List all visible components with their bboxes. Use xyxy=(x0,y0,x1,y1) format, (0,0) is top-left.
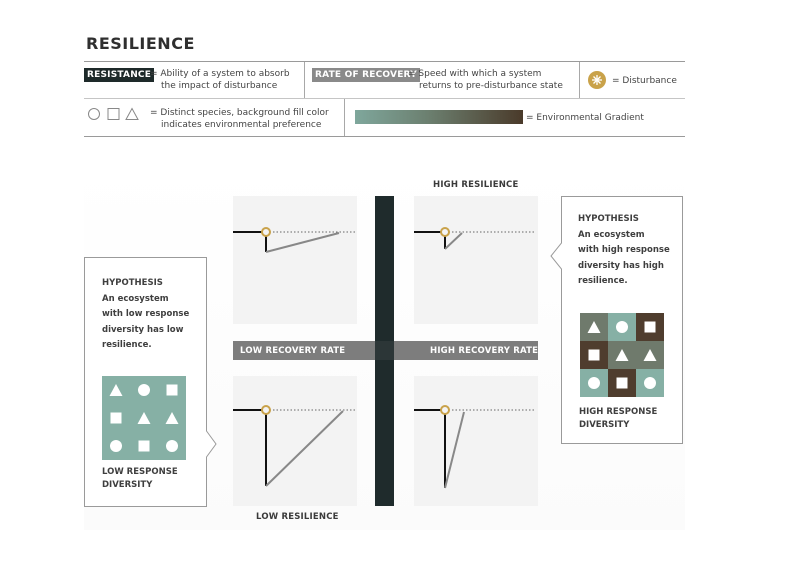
high-recovery-rate-label: HIGH RECOVERY RATE xyxy=(430,346,539,356)
square-icon xyxy=(166,384,178,396)
species-cell xyxy=(608,313,636,341)
species-cell xyxy=(102,404,130,432)
species-cell xyxy=(102,432,130,460)
left-hypothesis-line: An ecosystem xyxy=(102,293,169,304)
species-cell xyxy=(636,341,664,369)
right-caption-line2: DIVERSITY xyxy=(579,420,630,430)
circle-icon xyxy=(138,384,150,396)
curve-low-recovery-high-resistance xyxy=(233,227,355,253)
low-recovery-rate-label: LOW RECOVERY RATE xyxy=(240,346,346,356)
species-cell xyxy=(580,341,608,369)
species-cell xyxy=(102,376,130,404)
left-hypothesis-line: with low response xyxy=(102,309,190,319)
recovery-desc-line1: = Speed with which a system xyxy=(408,69,542,79)
circle-icon xyxy=(588,377,600,389)
species-cell xyxy=(608,341,636,369)
legend-divider-1 xyxy=(304,62,305,98)
triangle-icon xyxy=(587,321,601,333)
right-hypothesis-heading: HYPOTHESIS xyxy=(578,214,639,224)
species-cell xyxy=(158,404,186,432)
left-caption-line1: LOW RESPONSE xyxy=(102,467,178,477)
triangle-icon xyxy=(643,349,657,361)
recovery-desc-line2: returns to pre-disturbance state xyxy=(419,81,563,91)
left-hypothesis: HYPOTHESIS An ecosystem with low respons… xyxy=(102,276,212,354)
curve-high-recovery-high-resistance xyxy=(414,227,536,250)
panel-top-right xyxy=(414,196,538,324)
species-cell xyxy=(130,432,158,460)
right-hypothesis-line: diversity has high xyxy=(578,260,664,271)
left-hypothesis-line: diversity has low xyxy=(102,324,184,335)
triangle-icon xyxy=(109,384,123,396)
panel-bottom-right xyxy=(414,376,538,506)
low-resilience-label: LOW RESILIENCE xyxy=(256,512,339,522)
gradient-label: = Environmental Gradient xyxy=(526,113,644,123)
curve-high-recovery-low-resistance xyxy=(414,405,536,489)
left-caption: LOW RESPONSE DIVERSITY xyxy=(102,466,178,492)
species-cell xyxy=(608,369,636,397)
circle-icon xyxy=(616,321,628,333)
right-hypothesis-line: with high response xyxy=(578,245,670,255)
left-caption-line2: DIVERSITY xyxy=(102,480,153,490)
species-cell xyxy=(130,404,158,432)
axis-intersection xyxy=(375,341,394,360)
left-hypothesis-heading: HYPOTHESIS xyxy=(102,278,163,288)
square-icon xyxy=(644,321,656,333)
page-title: RESILIENCE xyxy=(86,34,195,53)
right-caption: HIGH RESPONSE DIVERSITY xyxy=(579,406,657,432)
high-diversity-species-grid xyxy=(580,313,664,397)
circle-icon xyxy=(166,440,178,452)
panel-top-left xyxy=(233,196,357,324)
environmental-gradient-bar xyxy=(355,110,523,124)
triangle-icon xyxy=(137,412,151,424)
resistance-desc-line1: = Ability of a system to absorb xyxy=(150,69,290,79)
low-diversity-species-grid xyxy=(102,376,186,460)
legend-mid-rule xyxy=(84,98,685,99)
right-hypothesis: HYPOTHESIS An ecosystem with high respon… xyxy=(578,212,682,290)
square-icon xyxy=(616,377,628,389)
species-cell xyxy=(580,369,608,397)
species-cell xyxy=(580,313,608,341)
recovery-tag: RATE OF RECOVERY xyxy=(312,68,420,82)
species-cell xyxy=(130,376,158,404)
right-hypothesis-line: An ecosystem xyxy=(578,229,645,240)
right-caption-line1: HIGH RESPONSE xyxy=(579,407,658,417)
circle-icon xyxy=(110,440,122,452)
disturbance-label: = Disturbance xyxy=(612,76,677,86)
square-icon xyxy=(110,412,122,424)
left-hypothesis-line: resilience. xyxy=(102,340,152,350)
triangle-icon xyxy=(615,349,629,361)
panel-bottom-left xyxy=(233,376,357,506)
species-cell xyxy=(158,376,186,404)
square-icon xyxy=(588,349,600,361)
curve-low-recovery-low-resistance xyxy=(233,405,355,487)
species-shapes-icon xyxy=(88,107,139,120)
high-resilience-label: HIGH RESILIENCE xyxy=(433,180,519,190)
legend-divider-3 xyxy=(344,99,345,136)
species-desc-line2: indicates environmental preference xyxy=(161,120,322,130)
disturbance-icon xyxy=(588,71,606,89)
resistance-tag: RESISTANCE xyxy=(84,68,155,82)
right-hypothesis-line: resilience. xyxy=(578,276,628,286)
triangle-icon xyxy=(165,412,179,424)
circle-icon xyxy=(644,377,656,389)
resistance-desc-line2: the impact of disturbance xyxy=(161,81,278,91)
species-cell xyxy=(636,313,664,341)
species-cell xyxy=(636,369,664,397)
legend-top-rule xyxy=(84,61,685,62)
legend-bottom-rule xyxy=(84,136,685,137)
legend-divider-2 xyxy=(579,62,580,98)
species-cell xyxy=(158,432,186,460)
square-icon xyxy=(138,440,150,452)
species-desc-line1: = Distinct species, background fill colo… xyxy=(150,108,329,118)
